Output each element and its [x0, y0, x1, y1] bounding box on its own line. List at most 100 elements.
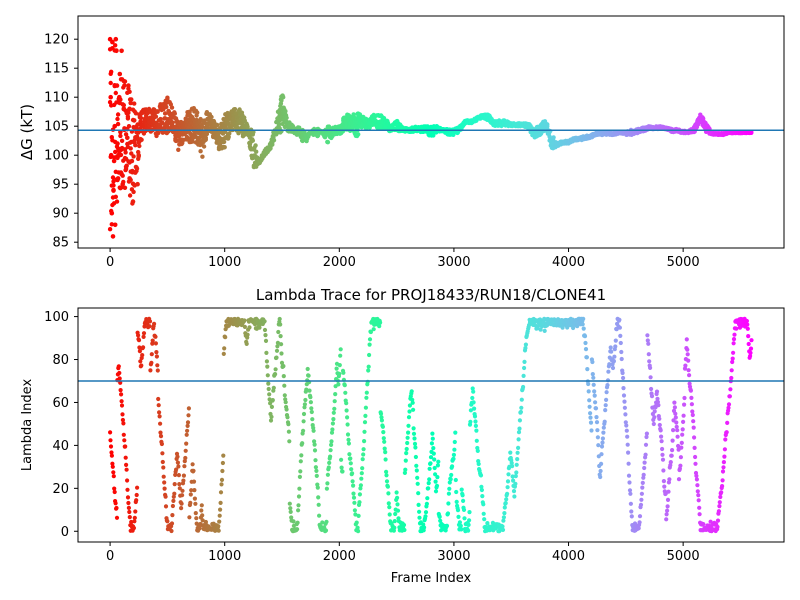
lambda-point — [360, 457, 365, 462]
lambda-point — [158, 430, 163, 435]
dg-point — [113, 90, 119, 96]
lambda-point — [456, 514, 461, 520]
lambda-point — [160, 459, 165, 465]
lambda-point — [645, 338, 650, 343]
lambda-point — [627, 488, 633, 493]
lambda-point — [404, 446, 409, 452]
lambda-point — [152, 321, 157, 326]
lambda-point — [414, 463, 419, 468]
lambda-point — [628, 491, 633, 496]
dg-point — [113, 194, 119, 199]
lambda-point — [108, 444, 114, 449]
lambda-point — [642, 465, 647, 471]
lambda-point — [668, 460, 673, 465]
lambda-point — [368, 329, 373, 335]
lambda-point — [595, 435, 601, 440]
dg-point — [131, 154, 136, 159]
lambda-point — [274, 355, 279, 360]
lambda-point — [154, 354, 159, 359]
lambda-point — [523, 342, 529, 347]
lambda-point — [271, 385, 276, 390]
dg-point — [431, 133, 436, 138]
lambda-point — [594, 415, 599, 420]
lambda-point — [629, 514, 634, 519]
lambda-point — [118, 388, 123, 393]
dg-point — [201, 144, 207, 149]
lambda-point — [345, 432, 351, 437]
lambda-point — [575, 324, 580, 329]
lambda-point — [417, 515, 422, 520]
lambda-point — [309, 406, 314, 411]
lambda-point — [401, 522, 407, 528]
lambda-point — [147, 319, 153, 324]
lambda-point — [191, 468, 196, 473]
lambda-point — [329, 439, 334, 444]
lambda-point — [413, 454, 418, 460]
lambda-point — [407, 409, 412, 414]
dg-point — [215, 122, 220, 128]
lambda-point — [719, 490, 724, 495]
lambda-point — [112, 486, 117, 491]
lambda-point — [345, 422, 350, 427]
lambda-point — [517, 426, 522, 431]
lambda-point — [385, 484, 390, 489]
lambda-point — [330, 421, 335, 426]
lambda-point — [315, 485, 320, 490]
lambda-point — [377, 324, 382, 329]
lambda-point — [381, 436, 386, 441]
dg-point — [111, 158, 117, 164]
lambda-point — [732, 332, 737, 337]
lambda-point — [111, 474, 116, 479]
lambda-point — [734, 326, 739, 331]
lambda-point — [473, 423, 478, 428]
lambda-point — [501, 515, 506, 520]
lambda-point — [694, 477, 700, 482]
lambda-point — [117, 370, 122, 376]
lambda-point — [505, 479, 511, 484]
dg-point — [203, 137, 208, 142]
dg-point — [133, 170, 138, 175]
lambda-point — [220, 460, 225, 466]
lambda-point — [684, 337, 689, 342]
lambda-point — [640, 480, 645, 485]
lambda-point — [460, 493, 465, 498]
lambda-point — [153, 334, 158, 339]
lambda-point — [223, 335, 228, 340]
lambda-point — [113, 501, 118, 506]
dg-point — [115, 141, 120, 146]
lambda-point — [312, 442, 317, 447]
dg-point — [108, 152, 114, 158]
lambda-point — [329, 430, 335, 435]
lambda-point — [308, 400, 313, 405]
dg-point — [297, 125, 302, 130]
lambda-point — [263, 333, 268, 338]
lambda-point — [121, 432, 126, 437]
lambda-point — [587, 398, 592, 403]
lambda-point — [308, 395, 313, 400]
lambda-point — [174, 467, 179, 472]
lambda-point — [126, 500, 131, 506]
lambda-point — [618, 340, 623, 346]
lambda-point — [298, 469, 303, 474]
lambda-point — [600, 440, 605, 445]
lambda-point — [403, 458, 408, 463]
lambda-point — [628, 501, 634, 506]
lambda-point — [474, 428, 479, 433]
lambda-point — [427, 477, 432, 482]
lambda-points — [108, 316, 754, 534]
dg-point — [545, 122, 550, 127]
lambda-point — [313, 465, 318, 470]
lambda-panel: Lambda Trace for PROJ18433/RUN18/CLONE41… — [20, 286, 785, 586]
dg-point — [281, 95, 286, 100]
lambda-point — [681, 413, 686, 418]
lambda-point — [188, 500, 193, 505]
lambda-point — [655, 396, 660, 401]
lambda-point — [522, 359, 527, 364]
lambda-point — [696, 498, 701, 503]
dg-point — [117, 94, 122, 100]
lambda-point — [618, 333, 623, 338]
lambda-point — [363, 405, 368, 410]
lambda-point — [457, 520, 462, 525]
dg-point — [121, 106, 127, 112]
